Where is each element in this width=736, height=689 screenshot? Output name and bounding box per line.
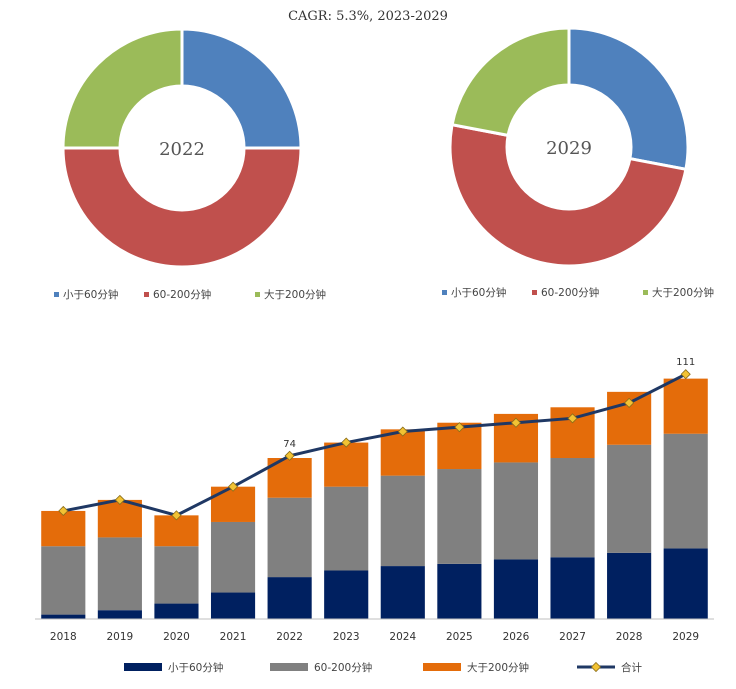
donut-slice-2 bbox=[61, 27, 184, 150]
bar-2024-series-1 bbox=[380, 475, 425, 567]
legend-swatch-0 bbox=[54, 292, 59, 297]
legend-label-2: 大于200分钟 bbox=[652, 286, 714, 299]
bar-2027-series-0 bbox=[550, 557, 595, 619]
x-tick-label-2027: 2027 bbox=[559, 631, 586, 643]
donut-slice-2 bbox=[450, 26, 571, 138]
bar-2025-series-0 bbox=[437, 563, 482, 619]
bar-legend-swatch-2 bbox=[423, 663, 461, 671]
bar-2019-series-2 bbox=[97, 499, 142, 538]
legend-label-2: 大于200分钟 bbox=[264, 288, 326, 301]
bar-2029-series-0 bbox=[663, 548, 708, 619]
total-marker-2024 bbox=[397, 426, 408, 437]
total-marker-2028 bbox=[624, 397, 635, 408]
legend-label-1: 60-200分钟 bbox=[153, 288, 211, 301]
bar-2025-series-1 bbox=[437, 469, 482, 564]
bar-2018-series-2 bbox=[41, 510, 86, 547]
legend-swatch-1 bbox=[532, 290, 537, 295]
legend-swatch-2 bbox=[255, 292, 260, 297]
x-tick-label-2028: 2028 bbox=[616, 631, 643, 643]
x-tick-label-2022: 2022 bbox=[276, 631, 303, 643]
total-marker-2026 bbox=[510, 417, 522, 428]
bar-2020-series-0 bbox=[154, 603, 199, 619]
bar-2027-series-1 bbox=[550, 458, 595, 558]
total-marker-2019 bbox=[114, 494, 125, 505]
total-marker-2022 bbox=[284, 450, 295, 461]
bar-2019-series-0 bbox=[97, 610, 142, 619]
bar-2023-series-2 bbox=[324, 442, 369, 487]
bar-2021-series-1 bbox=[210, 521, 256, 593]
bar-2023-series-1 bbox=[324, 486, 369, 571]
x-tick-label-2026: 2026 bbox=[503, 631, 530, 643]
x-tick-label-2021: 2021 bbox=[220, 631, 247, 643]
donut-slice-1 bbox=[448, 122, 688, 268]
donut-slice-1 bbox=[61, 146, 303, 269]
bar-2021-series-2 bbox=[210, 486, 256, 522]
bar-legend-label-3: 合计 bbox=[621, 661, 642, 674]
bar-2026-series-1 bbox=[493, 462, 539, 560]
x-tick-label-2024: 2024 bbox=[389, 631, 416, 643]
bar-legend-swatch-0 bbox=[124, 663, 162, 671]
total-marker-2023 bbox=[341, 437, 352, 448]
x-tick-label-2020: 2020 bbox=[163, 631, 190, 643]
donut-slice-0 bbox=[567, 26, 690, 172]
bar-2024-series-2 bbox=[380, 429, 425, 476]
donut-chart-2022: 2022 小于60分钟 60-200分钟 大于200分钟 bbox=[54, 27, 326, 301]
bar-2018-series-1 bbox=[41, 546, 86, 615]
x-tick-label-2018: 2018 bbox=[50, 631, 77, 643]
bar-2029-series-2 bbox=[663, 378, 708, 434]
legend-label-0: 小于60分钟 bbox=[63, 288, 118, 301]
total-marker-2029 bbox=[680, 369, 691, 380]
donut-center-label: 2029 bbox=[546, 138, 592, 159]
bar-2020-series-2 bbox=[154, 515, 199, 547]
donut-chart-2029: 2029 小于60分钟 60-200分钟 大于200分钟 bbox=[442, 26, 714, 299]
x-tick-label-2023: 2023 bbox=[333, 631, 360, 643]
legend-label-1: 60-200分钟 bbox=[541, 286, 599, 299]
data-label-2029: 111 bbox=[676, 357, 695, 368]
bar-legend-swatch-marker bbox=[590, 661, 602, 673]
x-tick-label-2025: 2025 bbox=[446, 631, 473, 643]
bar-2028-series-0 bbox=[607, 552, 652, 619]
bar-legend-label-1: 60-200分钟 bbox=[314, 661, 372, 674]
data-label-2022: 74 bbox=[283, 439, 296, 450]
bar-legend-label-0: 小于60分钟 bbox=[168, 661, 223, 674]
total-marker-2021 bbox=[227, 481, 239, 492]
legend-swatch-0 bbox=[442, 290, 447, 295]
bar-2021-series-0 bbox=[210, 592, 256, 619]
x-tick-label-2029: 2029 bbox=[672, 631, 699, 643]
bar-legend-label-2: 大于200分钟 bbox=[467, 661, 529, 674]
bar-2029-series-1 bbox=[663, 433, 708, 549]
total-line bbox=[63, 372, 687, 517]
legend-swatch-1 bbox=[144, 292, 149, 297]
bar-2022-series-0 bbox=[267, 577, 312, 619]
donut-center-label: 2022 bbox=[159, 139, 205, 160]
bar-2019-series-1 bbox=[97, 537, 142, 611]
bar-chart-legend: 小于60分钟 60-200分钟 大于200分钟 合计 bbox=[124, 661, 642, 674]
total-marker-2025 bbox=[454, 422, 465, 433]
bar-2022-series-1 bbox=[267, 497, 312, 578]
bar-2023-series-0 bbox=[324, 570, 369, 619]
cagr-caption: CAGR: 5.3%, 2023-2029 bbox=[288, 9, 448, 24]
total-marker-2027 bbox=[567, 413, 578, 424]
bar-2026-series-0 bbox=[493, 559, 539, 619]
legend-label-0: 小于60分钟 bbox=[451, 286, 506, 299]
bar-2024-series-0 bbox=[380, 566, 425, 619]
stacked-bar-line-chart: 2018 2019 2020 2021 2022 2023 2024 2025 2026 2027… bbox=[35, 357, 714, 643]
bar-2018-series-0 bbox=[41, 614, 86, 619]
bar-legend-swatch-1 bbox=[270, 663, 308, 671]
bar-2028-series-1 bbox=[607, 444, 652, 553]
total-marker-2020 bbox=[171, 510, 182, 521]
donut-slice-0 bbox=[180, 27, 303, 150]
x-tick-label-2019: 2019 bbox=[107, 631, 134, 643]
bar-2020-series-1 bbox=[154, 546, 199, 604]
legend-swatch-2 bbox=[643, 290, 648, 295]
total-marker-2018 bbox=[58, 505, 69, 517]
